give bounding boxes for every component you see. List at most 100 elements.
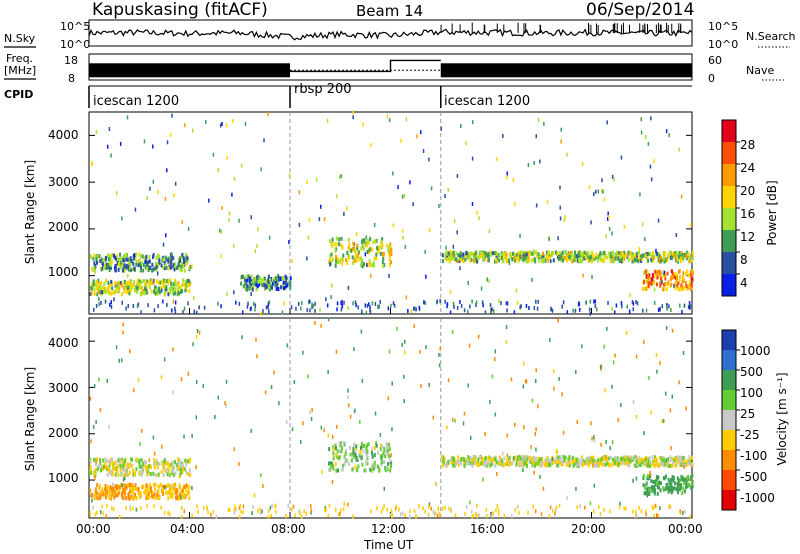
velocity-scatter-cell bbox=[463, 411, 466, 416]
velocity-echo-cell bbox=[526, 457, 529, 462]
power-echo-cell bbox=[169, 252, 172, 257]
velocity-echo-cell bbox=[166, 472, 169, 477]
velocity-ytick-1000: 1000 bbox=[48, 471, 79, 485]
power-scatter-cell bbox=[347, 305, 349, 310]
velocity-echo-cell bbox=[587, 463, 590, 468]
velocity-scatter-cell bbox=[428, 382, 430, 387]
velocity-echo-cell bbox=[624, 456, 627, 461]
velocity-clutter-cell bbox=[495, 508, 497, 513]
power-clutter-cell bbox=[246, 304, 249, 309]
power-echo-cell bbox=[635, 251, 638, 256]
velocity-echo-cell bbox=[189, 473, 192, 478]
velocity-echo-cell bbox=[109, 495, 112, 500]
velocity-echo-cell bbox=[352, 447, 355, 452]
velocity-scatter-cell bbox=[198, 330, 201, 335]
power-echo-cell bbox=[465, 250, 468, 255]
velocity-echo-cell bbox=[354, 453, 357, 458]
power-clutter-cell bbox=[519, 305, 521, 310]
velocity-scatter-cell bbox=[612, 360, 615, 365]
velocity-echo-cell bbox=[675, 456, 678, 461]
power-echo-cell bbox=[102, 262, 105, 267]
power-echo-cell bbox=[650, 257, 653, 262]
velocity-echo-cell bbox=[680, 455, 683, 460]
velocity-echo-cell bbox=[330, 464, 333, 469]
power-echo-cell bbox=[156, 279, 159, 284]
power-echo-cell bbox=[119, 252, 122, 257]
power-clutter-cell bbox=[295, 306, 297, 311]
velocity-clutter-cell bbox=[310, 508, 313, 513]
velocity-echo-cell bbox=[441, 463, 444, 468]
velocity-echo-cell bbox=[498, 458, 501, 463]
velocity-echo-cell bbox=[380, 462, 383, 467]
power-scatter-cell bbox=[400, 138, 402, 143]
velocity-clutter-cell bbox=[252, 505, 254, 510]
power-clutter-cell bbox=[121, 300, 123, 305]
velocity-echo-cell bbox=[670, 478, 673, 483]
velocity-echo-cell bbox=[334, 446, 337, 451]
velocity-echo-cell bbox=[138, 464, 141, 469]
power-echo-cell bbox=[688, 280, 691, 285]
velocity-clutter-cell bbox=[579, 503, 581, 508]
power-echo-cell bbox=[534, 259, 537, 264]
power-echo-cell bbox=[653, 274, 656, 279]
nsky-tick-top: 10^5 bbox=[60, 20, 91, 33]
power-clutter-cell bbox=[535, 299, 537, 304]
power-scatter-cell bbox=[405, 295, 408, 300]
freq-segment-band bbox=[440, 63, 692, 78]
velocity-clutter-cell bbox=[632, 509, 634, 514]
power-echo-cell bbox=[174, 264, 177, 269]
power-echo-cell bbox=[170, 265, 173, 270]
power-echo-cell bbox=[158, 259, 161, 264]
power-echo-cell bbox=[129, 265, 132, 270]
power-echo-cell bbox=[177, 283, 180, 288]
velocity-clutter-cell bbox=[390, 508, 393, 513]
power-echo-cell bbox=[630, 253, 633, 258]
power-echo-cell bbox=[160, 286, 163, 291]
velocity-scatter-cell bbox=[286, 343, 289, 348]
power-scatter-cell bbox=[428, 157, 430, 162]
power-echo-cell bbox=[285, 284, 288, 289]
power-echo-cell bbox=[180, 268, 183, 273]
power-scatter-cell bbox=[95, 130, 98, 135]
power-scatter-cell bbox=[156, 271, 159, 276]
velocity-echo-cell bbox=[366, 449, 369, 454]
power-echo-cell bbox=[98, 254, 101, 259]
power-echo-cell bbox=[651, 276, 654, 281]
velocity-scatter-cell bbox=[217, 395, 220, 400]
velocity-echo-cell bbox=[656, 462, 659, 467]
power-echo-cell bbox=[686, 250, 689, 255]
velocity-echo-cell bbox=[599, 461, 602, 466]
power-echo-cell bbox=[671, 271, 674, 276]
power-echo-cell bbox=[140, 291, 143, 296]
velocity-echo-cell bbox=[666, 461, 669, 466]
velocity-echo-cell bbox=[524, 455, 527, 460]
power-clutter-cell bbox=[579, 307, 581, 312]
power-scatter-cell bbox=[233, 244, 235, 249]
power-scatter-cell bbox=[370, 143, 372, 148]
power-echo-cell bbox=[165, 265, 168, 270]
power-scatter-cell bbox=[668, 133, 670, 138]
power-scatter-cell bbox=[623, 224, 626, 229]
power-echo-cell bbox=[388, 253, 391, 258]
velocity-clutter-cell bbox=[653, 513, 656, 518]
power-echo-cell bbox=[255, 282, 258, 287]
power-echo-cell bbox=[162, 265, 165, 270]
power-clutter-cell bbox=[390, 303, 392, 308]
power-clutter-cell bbox=[247, 301, 249, 306]
power-scatter-cell bbox=[657, 218, 660, 223]
velocity-scatter-cell bbox=[93, 384, 96, 389]
nave-tick-top: 60 bbox=[708, 54, 722, 67]
velocity-clutter-cell bbox=[497, 508, 500, 513]
velocity-echo-cell bbox=[343, 461, 346, 466]
power-echo-cell bbox=[100, 267, 103, 272]
velocity-echo-cell bbox=[597, 458, 600, 463]
power-scatter-cell bbox=[564, 215, 566, 220]
power-echo-cell bbox=[263, 276, 266, 281]
power-scatter-cell bbox=[352, 115, 354, 120]
velocity-clutter-cell bbox=[238, 505, 241, 510]
power-colorbar-swatch bbox=[722, 120, 736, 142]
vel-cb-label-100: 100 bbox=[740, 386, 763, 400]
power-scatter-cell bbox=[366, 263, 368, 268]
velocity-scatter-cell bbox=[285, 420, 288, 425]
